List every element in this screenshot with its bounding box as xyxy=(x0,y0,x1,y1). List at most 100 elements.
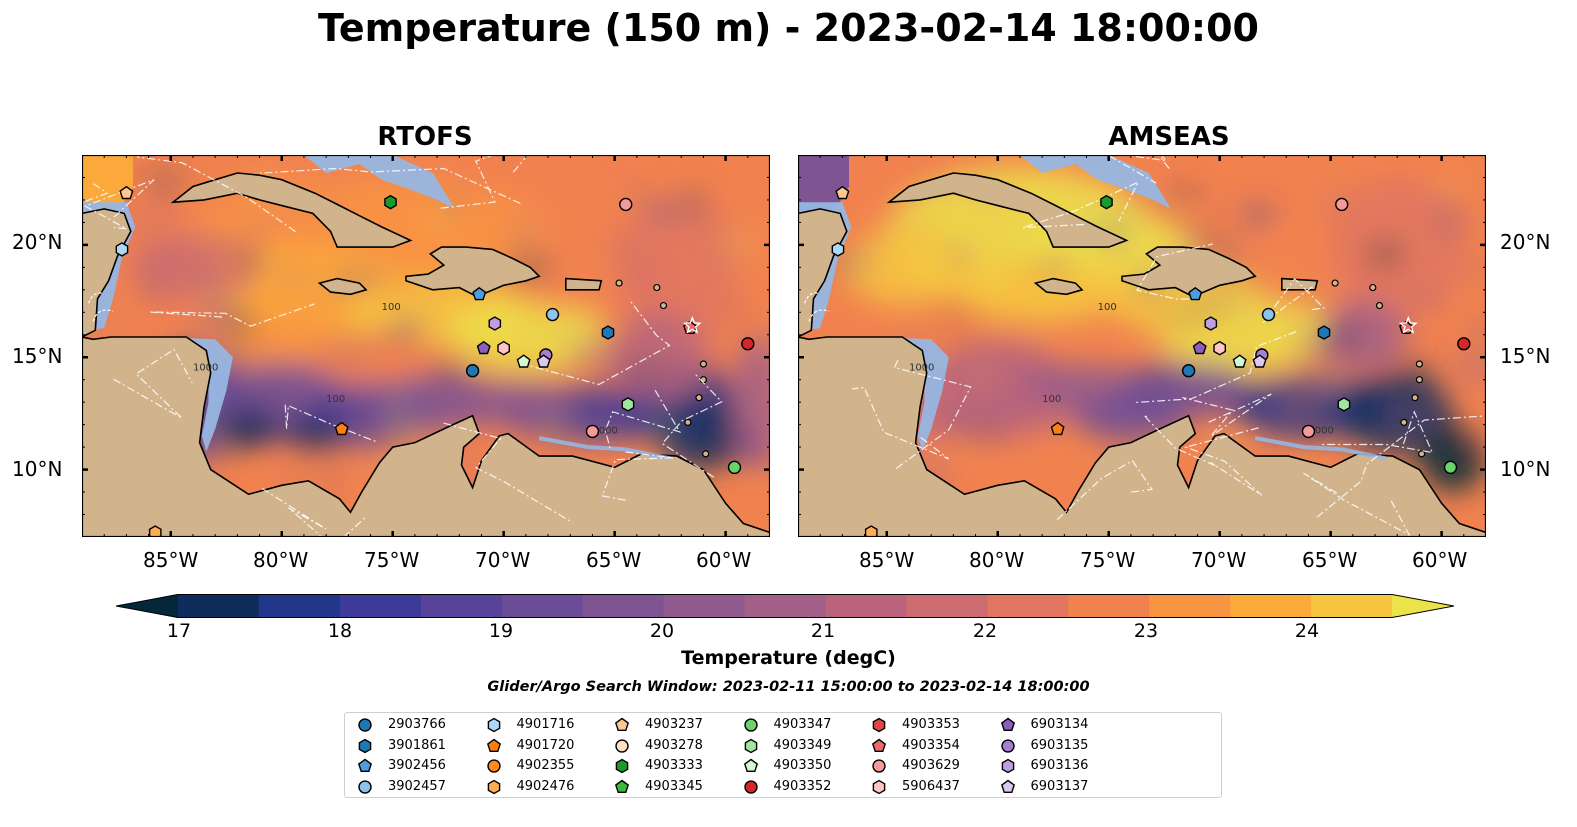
float-marker-4903237[interactable] xyxy=(119,185,134,200)
float-marker-3901861[interactable] xyxy=(601,325,615,340)
legend-marker[interactable] xyxy=(486,738,501,752)
eez-boundary xyxy=(1143,414,1216,467)
legend-marker[interactable] xyxy=(358,779,372,794)
float-marker-4902476[interactable] xyxy=(148,525,162,537)
legend-marker[interactable] xyxy=(357,758,373,773)
legend-marker[interactable] xyxy=(615,758,629,774)
float-marker-4903349[interactable] xyxy=(1337,397,1351,412)
float-marker-4903352[interactable] xyxy=(741,337,755,351)
float-marker-6903137[interactable] xyxy=(536,354,551,368)
float-marker-3902456[interactable] xyxy=(472,286,487,301)
lon-tick-label: 75°W xyxy=(364,548,420,572)
float-marker-4903350[interactable] xyxy=(1232,354,1247,368)
float-marker-4903333[interactable] xyxy=(1100,194,1113,210)
legend-marker[interactable] xyxy=(871,738,887,752)
legend-marker[interactable] xyxy=(615,738,629,753)
eez-boundary xyxy=(1022,180,1140,229)
float-marker-4903237[interactable] xyxy=(835,185,850,200)
float-marker-5906437[interactable] xyxy=(497,340,510,356)
circle-marker-icon xyxy=(743,779,758,794)
legend-marker[interactable] xyxy=(486,759,501,773)
float-marker-2903766[interactable] xyxy=(465,364,480,378)
float-marker-4901716[interactable] xyxy=(115,242,129,257)
float-marker-4903350[interactable] xyxy=(516,354,531,368)
colorbar-extend-high xyxy=(1392,594,1454,618)
legend-label: 4901716 xyxy=(516,717,575,732)
pentagon-marker-icon xyxy=(871,738,887,752)
circle-marker-icon xyxy=(358,779,372,794)
legend-label: 4903349 xyxy=(773,737,832,753)
land-jamaica xyxy=(317,277,368,296)
float-marker-4903629[interactable] xyxy=(1301,424,1316,439)
legend-marker[interactable] xyxy=(487,779,500,794)
legend-marker[interactable] xyxy=(1000,738,1015,753)
circle-marker-icon xyxy=(872,759,886,773)
legend-marker[interactable] xyxy=(358,718,372,732)
float-marker-4903629[interactable] xyxy=(619,197,633,212)
eez-boundary xyxy=(1182,393,1272,437)
float-marker-4901720[interactable] xyxy=(1050,421,1065,436)
hexagon-marker-icon xyxy=(487,779,500,794)
float-marker-4903347[interactable] xyxy=(727,460,742,475)
float-marker-6903136[interactable] xyxy=(1204,316,1218,331)
eez-boundary xyxy=(661,374,723,478)
float-marker-4901720[interactable] xyxy=(334,421,349,436)
float-marker-3902456[interactable] xyxy=(1188,286,1203,301)
legend-marker[interactable] xyxy=(1000,717,1015,732)
eez-boundary xyxy=(1056,459,1154,521)
float-marker-3902457[interactable] xyxy=(1261,307,1276,322)
pentagon-marker-icon xyxy=(614,717,630,732)
legend-marker[interactable] xyxy=(872,779,886,794)
legend-label: 4903237 xyxy=(645,717,703,732)
legend-marker[interactable] xyxy=(743,718,758,732)
shelf-water xyxy=(157,337,233,452)
legend-marker[interactable] xyxy=(358,738,372,753)
float-marker-4903629[interactable] xyxy=(1335,197,1349,212)
pentagon-marker-icon xyxy=(357,758,373,773)
legend-marker[interactable] xyxy=(614,779,630,793)
float-marker-3902457[interactable] xyxy=(545,307,560,322)
lon-tick-label: 70°W xyxy=(1191,548,1247,572)
legend-marker[interactable] xyxy=(1000,779,1015,793)
eez-boundary xyxy=(82,183,109,204)
legend-marker[interactable] xyxy=(1001,758,1014,774)
lon-tick-label: 60°W xyxy=(1412,548,1468,572)
float-marker-6903134[interactable] xyxy=(476,340,491,355)
legend-marker[interactable] xyxy=(614,717,630,732)
float-marker-2903766[interactable] xyxy=(1181,364,1196,378)
lon-tick-label: 65°W xyxy=(586,548,642,572)
star-icon xyxy=(1398,315,1418,334)
hexagon-marker-icon xyxy=(615,758,629,774)
hexagon-marker-icon xyxy=(872,779,886,794)
lon-tick-label: 85°W xyxy=(143,548,199,572)
legend-marker[interactable] xyxy=(487,717,500,733)
float-marker-6903136[interactable] xyxy=(488,316,502,331)
eez-boundary xyxy=(893,360,972,469)
lat-tick-label: 15°N xyxy=(1500,344,1551,368)
legend-label: 4903345 xyxy=(645,778,703,794)
legend-label: 3901861 xyxy=(388,737,446,753)
float-marker-6903137[interactable] xyxy=(1252,354,1267,368)
float-marker-5906437[interactable] xyxy=(1213,340,1226,356)
land-puertorico xyxy=(1280,277,1319,291)
legend-marker[interactable] xyxy=(743,758,758,773)
panel-title-rtofs: RTOFS xyxy=(377,122,473,152)
map-panel-rtofs[interactable]: 1000 100 1000 100 xyxy=(82,155,770,537)
map-panel-amseas[interactable]: 1000 100 1000 100 xyxy=(798,155,1486,537)
float-marker-4903347[interactable] xyxy=(1443,460,1458,475)
legend-marker[interactable] xyxy=(872,759,886,773)
float-marker-4903629[interactable] xyxy=(585,424,600,439)
legend-marker[interactable] xyxy=(743,779,758,794)
contour-label: 100 xyxy=(1042,394,1061,405)
legend-marker[interactable] xyxy=(872,717,886,733)
eez-boundary xyxy=(148,303,315,327)
float-marker-4903333[interactable] xyxy=(384,194,397,210)
eez-boundary xyxy=(852,386,950,460)
float-marker-4903349[interactable] xyxy=(621,397,635,412)
float-marker-4903352[interactable] xyxy=(1457,337,1471,351)
float-marker-3901861[interactable] xyxy=(1317,325,1331,340)
float-marker-6903134[interactable] xyxy=(1192,340,1207,355)
legend-marker[interactable] xyxy=(744,738,757,753)
float-marker-4901716[interactable] xyxy=(831,242,845,257)
float-marker-4902476[interactable] xyxy=(864,525,878,537)
